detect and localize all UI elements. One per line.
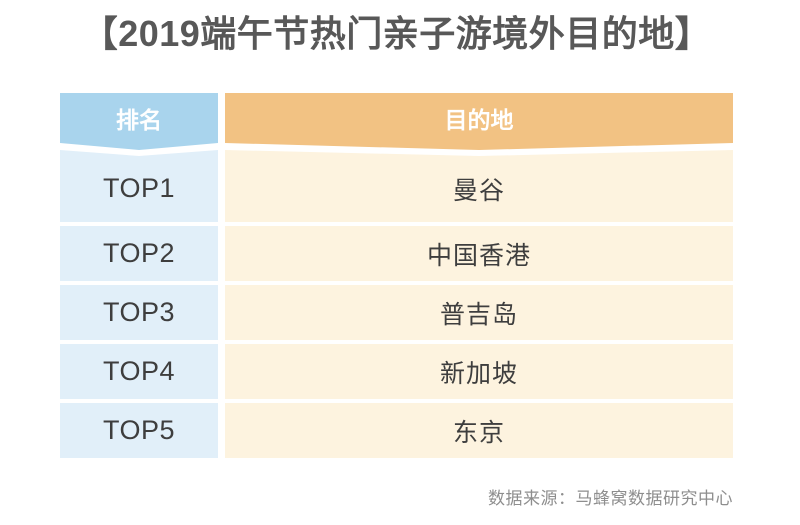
ranking-table: 排名 目的地 TOP1 曼谷 TOP2 中国香港 TOP3 普吉岛 TOP4 新… bbox=[60, 93, 733, 458]
rank-cell: TOP4 bbox=[60, 344, 218, 399]
table-row: TOP2 中国香港 bbox=[60, 226, 733, 281]
column-header-destination: 目的地 bbox=[225, 93, 733, 150]
page-title: 【2019端午节热门亲子游境外目的地】 bbox=[81, 13, 712, 54]
rank-cell: TOP5 bbox=[60, 403, 218, 458]
table-row: TOP5 东京 bbox=[60, 403, 733, 458]
infographic-page: 【2019端午节热门亲子游境外目的地】 排名 目的地 TOP1 曼谷 TOP2 … bbox=[0, 10, 800, 525]
destination-cell: 普吉岛 bbox=[225, 285, 733, 340]
table-row: TOP3 普吉岛 bbox=[60, 285, 733, 340]
rank-cell: TOP3 bbox=[60, 285, 218, 340]
destination-cell: 中国香港 bbox=[225, 226, 733, 281]
destination-cell: 新加坡 bbox=[225, 344, 733, 399]
table-row: TOP4 新加坡 bbox=[60, 344, 733, 399]
data-source-caption: 数据来源：马蜂窝数据研究中心 bbox=[488, 489, 733, 508]
destination-cell: 曼谷 bbox=[225, 150, 733, 222]
rank-cell: TOP1 bbox=[60, 150, 218, 222]
table-header-row: 排名 目的地 bbox=[60, 93, 733, 150]
destination-cell: 东京 bbox=[225, 403, 733, 458]
rank-cell: TOP2 bbox=[60, 226, 218, 281]
column-header-rank: 排名 bbox=[60, 93, 218, 150]
table-row: TOP1 曼谷 bbox=[60, 150, 733, 222]
